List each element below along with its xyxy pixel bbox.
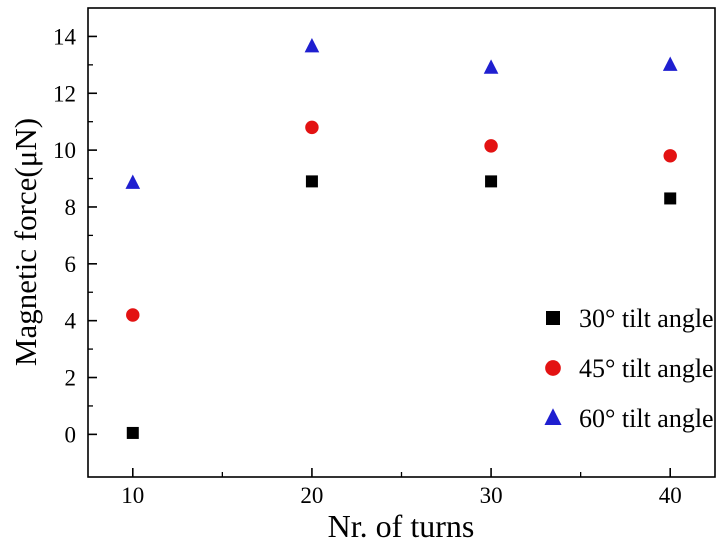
data-point-circle xyxy=(305,120,319,135)
x-tick-label: 40 xyxy=(659,483,682,508)
y-tick-label: 4 xyxy=(65,309,77,334)
data-point-triangle xyxy=(125,174,141,189)
series-triangle xyxy=(125,38,678,189)
x-tick-label: 30 xyxy=(480,483,503,508)
data-point-square xyxy=(305,175,318,188)
y-tick-label: 0 xyxy=(65,422,77,447)
legend: 30° tilt angle 45° tilt angle 60° tilt ang… xyxy=(544,304,714,433)
series-circle xyxy=(126,120,677,322)
data-point-square xyxy=(485,175,498,188)
y-tick-label: 2 xyxy=(65,366,77,391)
data-point-triangle xyxy=(304,38,320,53)
y-tick-label: 12 xyxy=(53,81,76,106)
data-point-circle xyxy=(484,139,498,153)
x-tick-label: 10 xyxy=(121,483,144,508)
data-point-square xyxy=(664,192,677,205)
y-tick-label: 6 xyxy=(65,252,77,277)
data-point-triangle xyxy=(544,408,562,426)
series-square xyxy=(126,175,677,439)
legend-item: 45° tilt angle xyxy=(545,354,714,383)
y-tick-label: 14 xyxy=(53,24,77,49)
legend-label: 30° tilt angle xyxy=(579,304,714,333)
y-tick-label: 8 xyxy=(65,195,77,220)
data-point-circle xyxy=(663,149,677,163)
x-axis-title: Nr. of turns xyxy=(327,508,475,544)
x-tick-label: 20 xyxy=(300,483,323,508)
data-point-square xyxy=(546,311,560,325)
legend-label: 60° tilt angle xyxy=(579,404,714,433)
data-point-square xyxy=(126,426,139,439)
data-point-circle xyxy=(126,308,140,322)
y-tick-label: 10 xyxy=(53,138,76,163)
legend-label: 45° tilt angle xyxy=(579,354,714,383)
legend-item: 60° tilt angle xyxy=(544,404,714,433)
legend-item: 30° tilt angle xyxy=(546,304,714,333)
y-axis-title: Magnetic force(μN) xyxy=(8,117,43,367)
data-point-triangle xyxy=(483,59,499,74)
data-point-circle xyxy=(545,360,561,376)
data-point-triangle xyxy=(662,56,678,71)
